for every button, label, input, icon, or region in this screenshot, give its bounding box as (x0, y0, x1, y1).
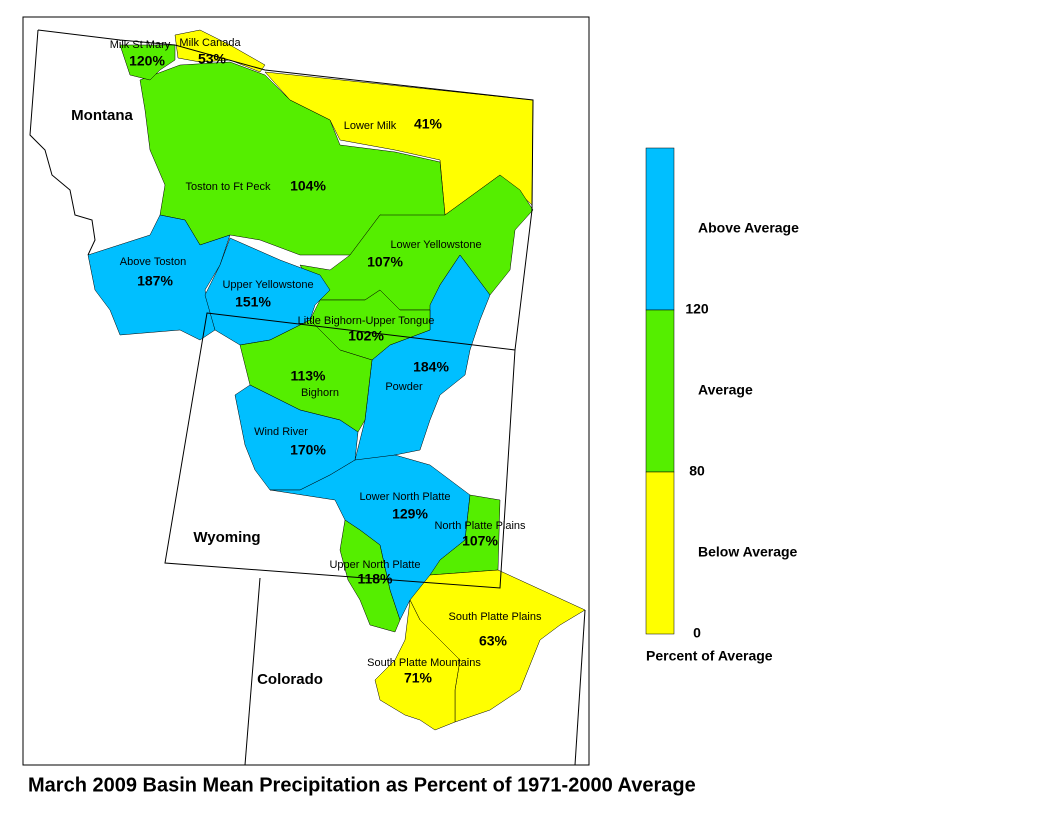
basin (87, 214, 231, 341)
basin-percent: 113% (290, 368, 326, 384)
basins (87, 29, 586, 731)
basin-name: Lower North Platte (359, 491, 450, 503)
state-label: Montana (71, 107, 133, 124)
basin-percent: 120% (129, 53, 165, 69)
legend-label: Above Average (698, 220, 799, 236)
basin-name: South Platte Plains (449, 611, 542, 623)
basin-percent: 129% (392, 506, 428, 522)
basin-percent: 187% (137, 273, 173, 289)
basin-percent: 63% (479, 633, 508, 649)
basin-percent: 151% (235, 294, 271, 310)
basin-name: Toston to Ft Peck (186, 181, 271, 193)
basin-name: Little Bighorn-Upper Tongue (298, 315, 435, 327)
labels: Lower Milk 41% Toston to Ft Peck 104% Milk S… (71, 37, 542, 688)
basin-name: Upper North Platte (329, 559, 420, 571)
legend: Above Average Average Below Average 120 80 0 P… (645, 147, 799, 664)
basin-percent: 184% (413, 359, 449, 375)
basin-name: Milk Canada (179, 37, 241, 49)
montana-border (29, 29, 96, 256)
colorado-border (244, 577, 261, 766)
basin-percent: 53% (198, 51, 227, 67)
colorado-border (574, 609, 586, 766)
state-label: Colorado (257, 671, 323, 688)
montana-border (37, 29, 534, 351)
basin (374, 599, 461, 731)
basin-name: Powder (385, 381, 423, 393)
legend-caption: Percent of Average (646, 648, 773, 664)
basin-name: Above Toston (120, 256, 186, 268)
state-label: Wyoming (193, 529, 260, 546)
legend-label: Below Average (698, 544, 798, 560)
legend-break: 120 (685, 301, 709, 317)
basin-percent: 102% (348, 328, 384, 344)
basin-name: North Platte Plains (434, 520, 526, 532)
basin-percent: 41% (414, 116, 443, 132)
basin (339, 519, 401, 633)
state-borders (29, 29, 586, 766)
basin-name: Lower Yellowstone (390, 239, 481, 251)
basin-percent: 170% (290, 442, 326, 458)
basin-name: Bighorn (301, 387, 339, 399)
basin-percent: 118% (357, 571, 393, 587)
basin-name: Lower Milk (344, 120, 397, 132)
legend-swatch (645, 471, 675, 635)
basin-name: South Platte Mountains (367, 657, 481, 669)
basin-percent: 71% (404, 670, 433, 686)
legend-swatch (645, 309, 675, 473)
basin (174, 29, 266, 73)
map-title: March 2009 Basin Mean Precipitation as P… (28, 774, 696, 796)
legend-break: 80 (689, 463, 705, 479)
basin-percent: 107% (462, 533, 498, 549)
legend-label: Average (698, 382, 753, 398)
basin-percent: 107% (367, 254, 403, 270)
basin-name: Upper Yellowstone (222, 279, 313, 291)
wyoming-border (164, 312, 516, 589)
legend-swatch (645, 147, 675, 311)
basin-percent: 104% (290, 178, 326, 194)
basin-name: Milk St Mary (110, 39, 171, 51)
legend-break: 0 (693, 625, 701, 641)
basin-name: Wind River (254, 426, 308, 438)
